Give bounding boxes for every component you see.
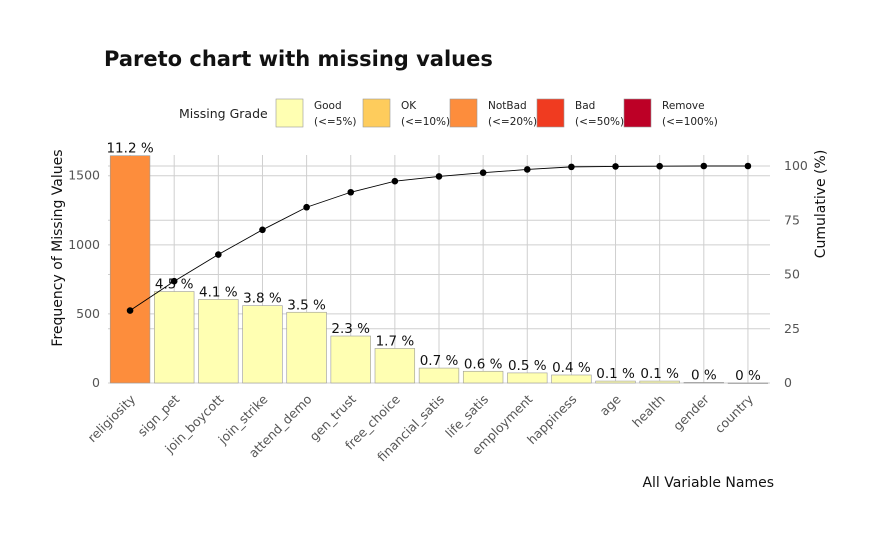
x-tick-label: health — [629, 392, 668, 431]
bar-percent-label: 4.1 % — [199, 284, 238, 300]
x-tick-label: religiosity — [85, 391, 139, 445]
cumulative-point — [479, 169, 487, 177]
bar-percent-label: 0.5 % — [508, 358, 547, 374]
bar — [154, 291, 195, 384]
chart-title: Pareto chart with missing values — [104, 47, 493, 71]
legend-label: Bad — [575, 100, 595, 112]
cumulative-point — [435, 173, 443, 180]
cumulative-point — [303, 203, 310, 211]
x-tick-label: country — [712, 391, 757, 436]
bars — [109, 155, 769, 384]
bar-percent-label: 0.4 % — [552, 360, 591, 376]
bar — [330, 335, 371, 384]
bar-percent-label: 0.7 % — [420, 353, 459, 369]
y2-tick-label: 75 — [784, 212, 800, 227]
bar-percent-label: 3.5 % — [287, 297, 326, 313]
y2-tick-label: 50 — [784, 267, 800, 282]
cumulative-point — [612, 163, 619, 170]
cumulative-point — [259, 226, 266, 234]
bar — [418, 367, 460, 384]
cumulative-point — [126, 307, 134, 314]
x-axis-title: All Variable Names — [642, 475, 774, 491]
bar — [198, 299, 239, 384]
legend-swatch — [536, 98, 565, 128]
bar-percent-label: 1.7 % — [376, 333, 415, 349]
bar-labels: 11.2 %4.5 % 4.1 % 3.8 % 3.5 %2.3 %1.7 %0.7 … — [106, 141, 760, 384]
legend-swatch — [623, 98, 652, 128]
bar — [242, 305, 283, 384]
y-tick-label: 500 — [76, 306, 100, 321]
cumulative-point — [700, 162, 708, 170]
bar — [286, 311, 327, 384]
x-tick-label: age — [597, 391, 624, 418]
bar-percent-label: 3.8 % — [243, 291, 282, 307]
y-tick-label: 1000 — [68, 237, 100, 252]
legend-swatch — [362, 98, 391, 128]
bar — [639, 380, 680, 384]
bar — [462, 370, 504, 384]
legend-range: (<=100%) — [662, 116, 718, 128]
cumulative-point — [568, 163, 575, 171]
legend-swatch — [275, 98, 304, 128]
bar — [507, 372, 548, 384]
bar-percent-label: 0 % — [691, 367, 717, 383]
y2-axis-title: Cumulative (%) — [813, 150, 829, 259]
y2-tick-label: 0 — [784, 375, 792, 390]
y-axis-title: Frequency of Missing Values — [50, 149, 66, 346]
legend-range: (<=50%) — [575, 116, 624, 128]
legend-label: OK — [401, 100, 417, 112]
bar-percent-label: 0.1 % — [596, 366, 635, 382]
legend: Missing Grade Good (<=5%) OK (<=10%) NotBad (… — [179, 98, 718, 128]
cumulative-point — [523, 166, 531, 173]
y2-tick-label: 100 — [784, 158, 808, 173]
bar — [727, 382, 769, 384]
bar-percent-label: 0 % — [735, 368, 761, 384]
bar — [374, 348, 416, 384]
cumulative-point — [170, 277, 178, 285]
cumulative-line — [126, 162, 752, 314]
cumulative-point — [744, 162, 752, 170]
cumulative-point — [391, 177, 399, 185]
bar — [595, 380, 636, 384]
bar — [109, 155, 151, 384]
y2-tick-label: 25 — [784, 321, 800, 336]
legend-range: (<=10%) — [401, 116, 450, 128]
bar — [551, 374, 592, 384]
legend-range: (<=5%) — [314, 116, 356, 128]
y-tick-label: 1500 — [68, 168, 100, 183]
cumulative-point — [656, 162, 663, 170]
legend-range: (<=20%) — [488, 116, 537, 128]
cumulative-point — [215, 251, 222, 258]
bar — [683, 382, 724, 384]
legend-label: NotBad — [488, 100, 527, 112]
legend-title: Missing Grade — [179, 106, 268, 121]
legend-swatch — [449, 98, 478, 128]
cumulative-point — [347, 188, 355, 196]
bar-percent-label: 0.6 % — [464, 356, 503, 372]
bar-percent-label: 2.3 % — [331, 321, 370, 337]
bar-percent-label: 11.2 % — [106, 141, 153, 157]
bar-percent-label: 0.1 % — [640, 366, 679, 382]
legend-label: Good — [314, 100, 342, 112]
legend-label: Remove — [662, 100, 705, 112]
y-tick-label: 0 — [92, 375, 100, 390]
x-tick-label: gender — [670, 391, 713, 434]
